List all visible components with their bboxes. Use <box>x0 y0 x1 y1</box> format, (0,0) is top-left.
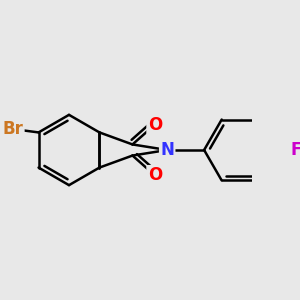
Text: O: O <box>148 166 162 184</box>
Text: O: O <box>148 116 162 134</box>
Text: Br: Br <box>2 120 23 138</box>
Text: F: F <box>290 141 300 159</box>
Text: N: N <box>160 141 174 159</box>
